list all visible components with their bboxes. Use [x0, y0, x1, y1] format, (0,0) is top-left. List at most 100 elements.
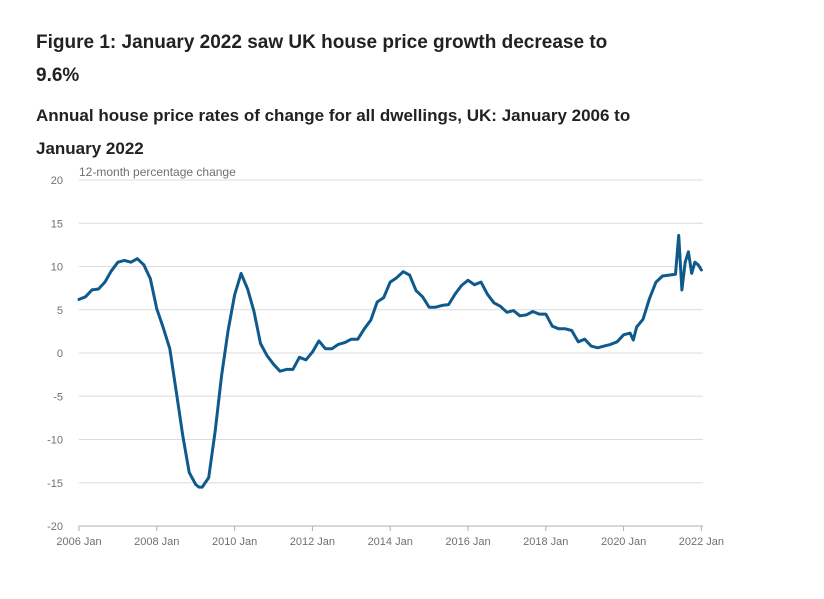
data-point	[680, 288, 684, 292]
data-point	[570, 329, 573, 332]
data-point	[577, 340, 580, 343]
data-point	[654, 280, 658, 284]
data-point	[207, 476, 210, 479]
data-point	[84, 295, 87, 298]
data-point	[518, 314, 522, 317]
data-point	[116, 261, 120, 264]
data-point	[674, 273, 677, 276]
y-tick-label: 20	[51, 175, 63, 187]
y-tick-label: -10	[47, 435, 63, 447]
data-point	[460, 284, 463, 287]
data-point	[479, 280, 483, 284]
data-point	[551, 325, 554, 328]
data-point	[194, 483, 197, 486]
data-point	[291, 368, 295, 371]
data-point	[602, 344, 606, 348]
y-tick-label: -5	[53, 391, 63, 403]
data-point	[252, 310, 256, 313]
x-tick-label: 2022 Jan	[679, 536, 724, 548]
data-point	[609, 343, 612, 346]
data-point	[149, 277, 152, 280]
y-tick-label: 0	[57, 348, 63, 360]
data-point	[661, 274, 664, 278]
data-point	[214, 429, 217, 433]
data-point	[492, 301, 496, 304]
data-point	[356, 338, 359, 341]
data-point	[421, 295, 424, 298]
data-point	[233, 293, 236, 297]
data-point	[677, 234, 680, 237]
data-points	[77, 234, 703, 489]
y-tick-label: -20	[47, 521, 63, 533]
data-point	[531, 310, 534, 313]
data-point	[693, 261, 697, 264]
y-tick-label: 10	[51, 262, 63, 274]
y-axis-label: 12-month percentage change	[79, 165, 236, 179]
x-tick-label: 2014 Jan	[368, 536, 413, 548]
data-point	[690, 272, 693, 275]
data-point	[265, 354, 269, 357]
data-point	[324, 347, 327, 350]
x-tick-label: 2008 Jan	[134, 536, 179, 548]
data-point	[512, 309, 515, 312]
gridlines	[79, 179, 703, 527]
data-point	[155, 307, 158, 311]
data-point	[259, 342, 262, 345]
data-point	[330, 347, 334, 350]
data-point	[440, 304, 444, 307]
data-point	[97, 287, 100, 291]
data-point	[473, 283, 476, 286]
data-point	[632, 338, 635, 342]
data-point	[590, 344, 593, 348]
data-point	[136, 257, 139, 260]
data-point	[90, 288, 94, 292]
data-point	[168, 347, 171, 350]
data-point	[697, 263, 700, 266]
data-point	[369, 318, 372, 322]
data-point	[226, 329, 230, 332]
y-tick-label: 15	[51, 218, 63, 230]
data-point	[583, 338, 586, 341]
data-point	[687, 250, 690, 253]
data-point	[298, 356, 301, 359]
x-tick-label: 2018 Jan	[523, 536, 568, 548]
x-tick-label: 2012 Jan	[290, 536, 335, 548]
data-point	[466, 279, 470, 282]
data-point	[684, 261, 687, 264]
data-point	[447, 303, 450, 306]
data-point	[408, 273, 411, 277]
data-point	[525, 313, 528, 317]
data-point	[239, 272, 243, 275]
data-point	[363, 327, 366, 330]
data-point	[389, 280, 392, 284]
data-point	[246, 287, 249, 291]
data-point	[382, 296, 385, 299]
data-point	[667, 273, 671, 277]
data-point	[317, 339, 321, 343]
data-point	[641, 318, 645, 321]
data-point	[499, 305, 502, 308]
data-point	[272, 363, 275, 366]
data-point	[343, 341, 346, 344]
data-point	[285, 368, 288, 371]
figure-title: Figure 1: January 2022 saw UK house pric…	[36, 32, 608, 86]
x-tick-label: 2020 Jan	[601, 536, 646, 548]
data-point	[557, 327, 560, 330]
data-point	[402, 270, 405, 273]
data-point	[77, 298, 81, 301]
data-point	[337, 343, 340, 346]
data-point	[304, 358, 308, 362]
x-tick-label: 2010 Jan	[212, 536, 257, 548]
data-point	[414, 289, 418, 292]
y-axis-ticks: 20 15 10 5 0 -5 -10 -15 -20	[47, 175, 63, 533]
x-tick-label: 2006 Jan	[56, 536, 101, 548]
data-point	[648, 297, 651, 300]
data-point	[350, 338, 353, 341]
data-point	[434, 306, 437, 309]
data-point	[615, 340, 619, 343]
data-point	[544, 312, 547, 316]
x-tick-label: 2016 Jan	[445, 536, 490, 548]
data-point	[700, 268, 703, 272]
y-tick-label: 5	[57, 305, 63, 317]
